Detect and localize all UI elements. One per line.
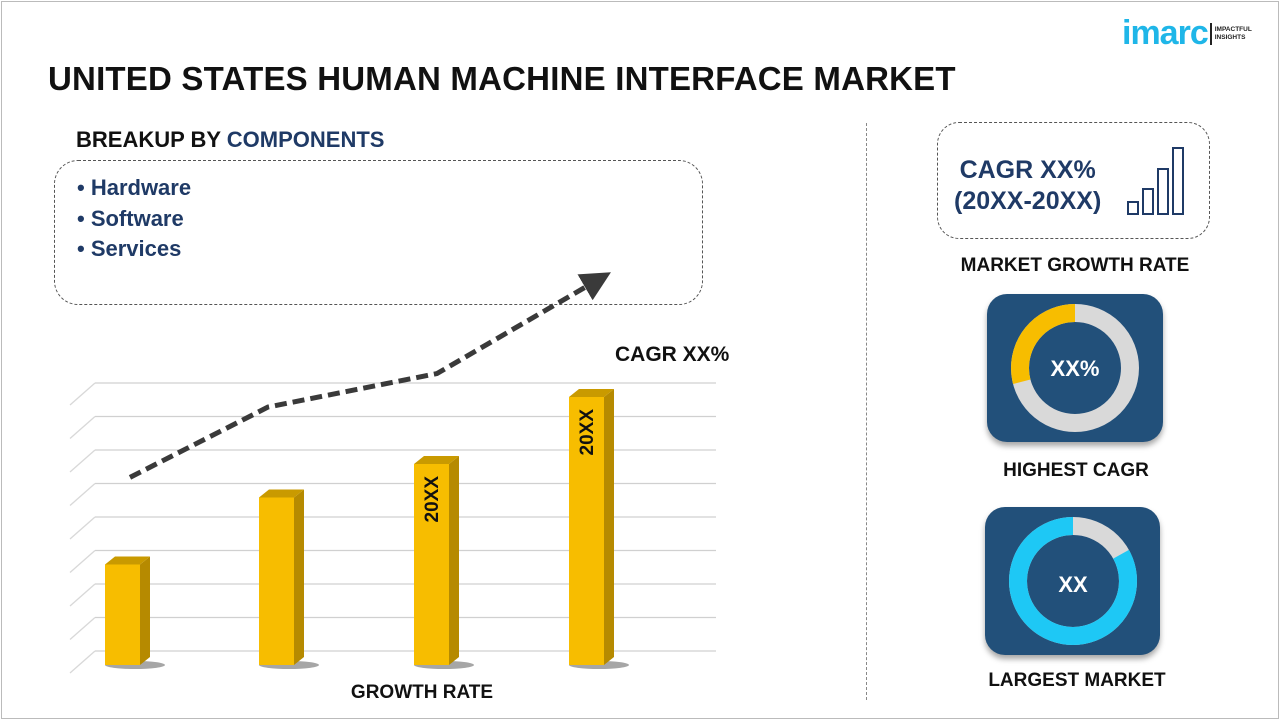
gridline-perspective xyxy=(69,382,96,406)
highest-cagr-label: HIGHEST CAGR xyxy=(1003,460,1149,481)
highest-cagr-donut: XX% xyxy=(1011,304,1139,432)
bar xyxy=(259,497,294,665)
gridline-perspective xyxy=(69,583,96,607)
cagr-box: CAGR XX% (20XX-20XX) xyxy=(937,122,1210,239)
bar xyxy=(414,464,449,665)
donut-fill xyxy=(1011,304,1139,432)
bar xyxy=(569,397,604,665)
gridline-perspective xyxy=(69,617,96,640)
bar xyxy=(105,564,140,665)
trend-label: CAGR XX% xyxy=(615,343,730,366)
breakup-highlight: COMPONENTS xyxy=(226,127,385,152)
bar-side xyxy=(604,389,614,665)
gridline-perspective xyxy=(69,483,96,506)
cagr-text: CAGR XX% (20XX-20XX) xyxy=(954,155,1101,217)
breakup-heading: BREAKUP BY COMPONENTS xyxy=(76,127,384,153)
gridline-perspective xyxy=(69,550,96,573)
cagr-period: (20XX-20XX) xyxy=(954,187,1102,215)
list-item: • Hardware xyxy=(77,175,192,200)
bar-top xyxy=(569,389,614,397)
list-item: • Software xyxy=(77,205,184,231)
logo-separator xyxy=(1209,22,1212,45)
bar-top xyxy=(414,456,459,464)
logo-tagline: IMPACTFUL INSIGHTS xyxy=(1215,26,1252,42)
bar-side xyxy=(294,489,304,665)
gridline-perspective xyxy=(69,516,96,540)
largest-market-label: LARGEST MARKET xyxy=(988,670,1166,691)
bar-top xyxy=(105,556,150,565)
divider xyxy=(866,123,867,700)
list-item: • Services xyxy=(77,236,182,261)
bar-label: 20XX xyxy=(422,476,443,523)
trend-line xyxy=(128,272,611,480)
bar-side xyxy=(449,456,459,665)
tag-line1: IMPACTFUL xyxy=(1214,25,1252,33)
bar-chart-icon xyxy=(1127,147,1184,215)
cagr-value: CAGR XX% xyxy=(959,156,1096,184)
largest-market-value: XX xyxy=(1058,572,1088,597)
components-list: • Hardware • Software • Services xyxy=(54,160,703,305)
largest-market-tile: XX xyxy=(985,507,1160,655)
bar-label: 20XX xyxy=(577,409,598,456)
bar-top xyxy=(259,489,304,498)
gridline-perspective xyxy=(69,416,96,439)
tag-line2: INSIGHTS xyxy=(1214,33,1246,41)
donut-fill xyxy=(1009,517,1137,645)
growth-chart: 20XX 20XX CAGR XX% GROWTH RATE xyxy=(69,272,730,703)
breakup-prefix: BREAKUP BY xyxy=(76,127,227,152)
gridline-perspective xyxy=(69,449,96,473)
x-axis-label: GROWTH RATE xyxy=(351,682,493,703)
page-title: UNITED STATES HUMAN MACHINE INTERFACE MA… xyxy=(48,60,956,97)
bar-side xyxy=(140,556,150,665)
logo-word: imarc xyxy=(1122,14,1209,52)
imarc-logo: imarc IMPACTFUL INSIGHTS xyxy=(1122,14,1252,53)
gridline-perspective xyxy=(69,650,96,674)
largest-market-donut: XX xyxy=(1009,517,1137,645)
highest-cagr-value: XX% xyxy=(1051,356,1100,381)
market-growth-label: MARKET GROWTH RATE xyxy=(960,255,1190,276)
highest-cagr-tile: XX% xyxy=(987,294,1163,442)
